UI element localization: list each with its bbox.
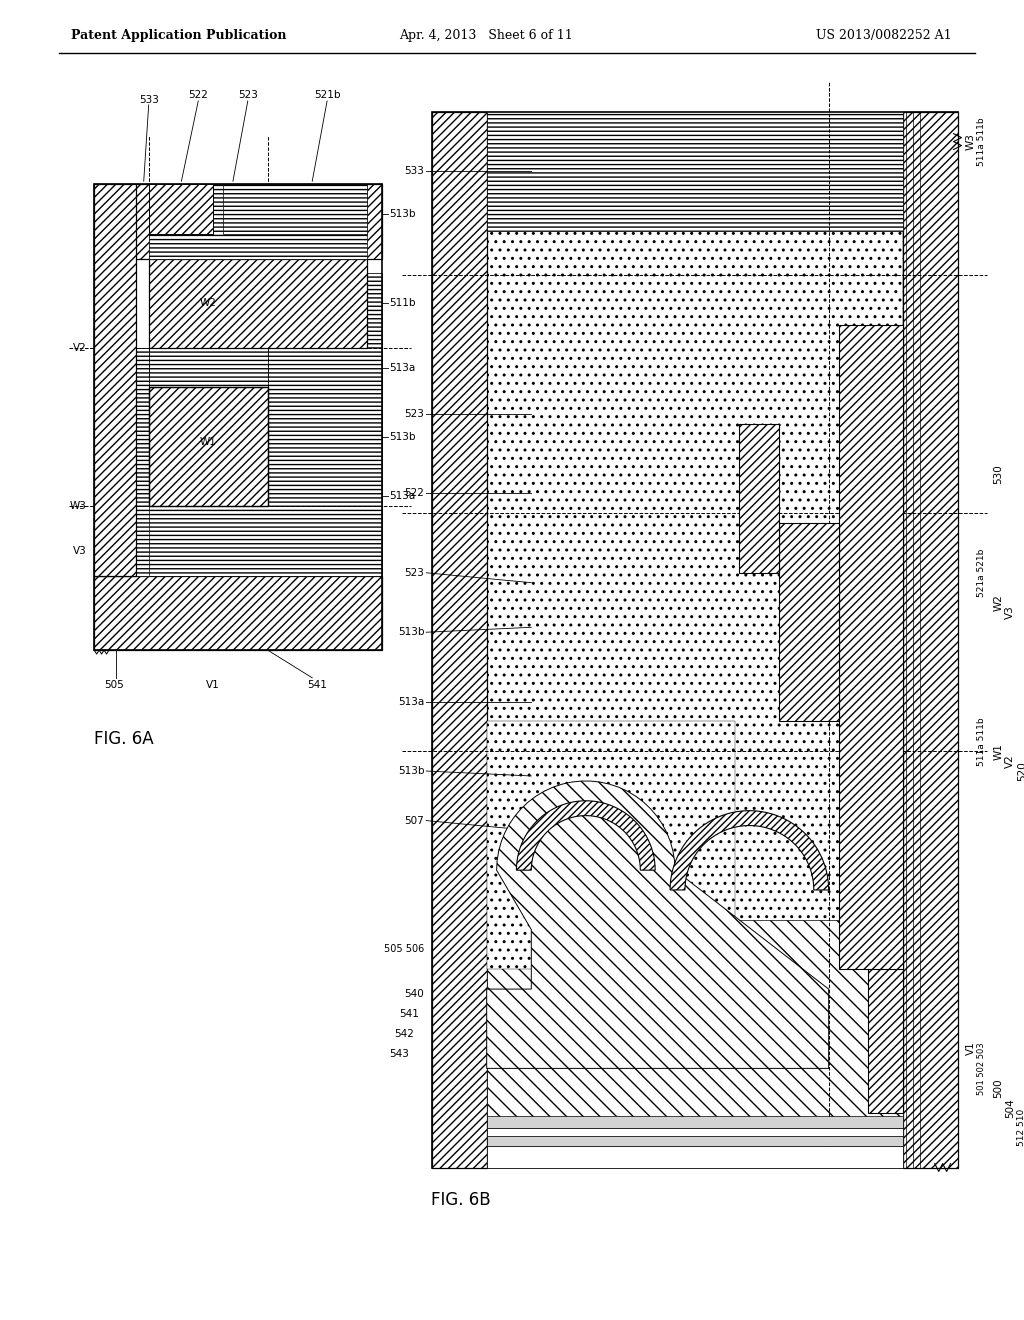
Bar <box>148 259 367 347</box>
Text: Patent Application Publication: Patent Application Publication <box>72 29 287 42</box>
Text: V1: V1 <box>206 680 220 690</box>
Text: 521b: 521b <box>314 90 340 100</box>
Text: 504: 504 <box>1006 1098 1015 1118</box>
Text: 542: 542 <box>394 1028 415 1039</box>
Text: 520: 520 <box>1017 762 1024 781</box>
Bar <box>486 112 903 231</box>
Bar <box>432 112 957 1167</box>
Text: V3: V3 <box>1006 606 1015 619</box>
Text: 505: 505 <box>104 680 124 690</box>
Text: 501 502 503: 501 502 503 <box>977 1041 986 1094</box>
Text: 533: 533 <box>138 95 159 106</box>
Bar <box>903 112 957 1167</box>
Text: V3: V3 <box>73 546 86 556</box>
Text: 512 510: 512 510 <box>1017 1109 1024 1147</box>
Text: 511a 511b: 511a 511b <box>977 717 986 766</box>
Polygon shape <box>486 781 828 1068</box>
Text: 541: 541 <box>307 680 327 690</box>
Text: FIG. 6A: FIG. 6A <box>94 730 154 748</box>
Bar <box>839 325 903 969</box>
Bar <box>136 347 148 576</box>
Bar <box>739 424 779 573</box>
Text: 513b: 513b <box>397 766 424 776</box>
Text: V2: V2 <box>1006 754 1015 768</box>
Text: W1: W1 <box>200 437 217 447</box>
Text: Apr. 4, 2013   Sheet 6 of 11: Apr. 4, 2013 Sheet 6 of 11 <box>398 29 572 42</box>
Bar <box>94 185 382 649</box>
Text: 522: 522 <box>404 488 424 499</box>
Bar <box>94 576 382 649</box>
Polygon shape <box>670 810 828 890</box>
Bar <box>94 185 382 259</box>
Text: 523: 523 <box>238 90 258 100</box>
Text: 513b: 513b <box>397 627 424 638</box>
Bar <box>148 185 213 234</box>
Bar <box>94 185 136 576</box>
Bar <box>267 273 382 507</box>
Bar <box>486 1127 903 1135</box>
Bar <box>148 387 267 507</box>
Text: 511a 511b: 511a 511b <box>977 117 986 166</box>
Text: 523: 523 <box>404 568 424 578</box>
Bar <box>486 1146 903 1167</box>
Bar <box>486 722 734 969</box>
Text: 530: 530 <box>993 463 1004 483</box>
Bar <box>486 1135 903 1146</box>
Text: 543: 543 <box>389 1048 410 1059</box>
Text: W2: W2 <box>200 298 217 308</box>
Text: W1: W1 <box>993 743 1004 759</box>
Bar <box>432 112 486 1167</box>
Polygon shape <box>516 801 655 870</box>
Bar <box>486 1115 903 1127</box>
Text: 505 506: 505 506 <box>384 944 424 954</box>
Text: V2: V2 <box>73 343 86 352</box>
Bar <box>868 965 903 1113</box>
Text: 511b: 511b <box>389 298 416 308</box>
Text: W2: W2 <box>993 594 1004 611</box>
Text: FIG. 6B: FIG. 6B <box>431 1191 490 1209</box>
Bar <box>779 523 839 722</box>
Bar <box>223 185 367 234</box>
Text: 540: 540 <box>404 989 424 999</box>
Bar <box>486 920 903 1118</box>
Text: 513a: 513a <box>389 363 416 372</box>
Text: 513b: 513b <box>389 432 416 442</box>
Text: 513a: 513a <box>389 491 416 502</box>
Text: 500: 500 <box>993 1078 1004 1098</box>
Text: W3: W3 <box>70 502 86 511</box>
Bar <box>486 177 903 969</box>
Text: 522: 522 <box>188 90 208 100</box>
Bar <box>148 387 267 507</box>
Text: 513a: 513a <box>398 697 424 706</box>
Bar <box>94 347 382 576</box>
Text: W3: W3 <box>966 133 976 150</box>
Bar <box>148 185 367 259</box>
Text: US 2013/0082252 A1: US 2013/0082252 A1 <box>816 29 951 42</box>
Text: 533: 533 <box>404 166 424 177</box>
Text: 541: 541 <box>399 1008 419 1019</box>
Text: 521a 521b: 521a 521b <box>977 549 986 597</box>
Text: 523: 523 <box>404 409 424 420</box>
Text: 513b: 513b <box>389 209 416 219</box>
Text: V1: V1 <box>966 1041 976 1056</box>
Text: 507: 507 <box>404 816 424 825</box>
